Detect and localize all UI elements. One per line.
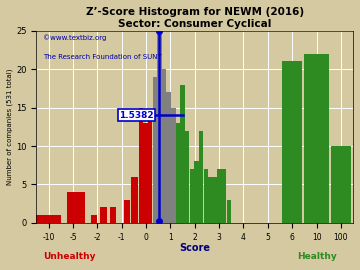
Text: Healthy: Healthy bbox=[297, 252, 337, 261]
Title: Z’-Score Histogram for NEWM (2016)
Sector: Consumer Cyclical: Z’-Score Histogram for NEWM (2016) Secto… bbox=[86, 7, 304, 29]
Bar bbox=[190, 169, 194, 223]
Bar bbox=[331, 146, 351, 223]
Bar bbox=[153, 77, 157, 223]
Bar bbox=[124, 200, 130, 223]
Text: The Research Foundation of SUNY: The Research Foundation of SUNY bbox=[43, 54, 162, 60]
Bar bbox=[157, 31, 162, 223]
Bar bbox=[203, 169, 208, 223]
Bar bbox=[91, 215, 97, 223]
Bar bbox=[185, 131, 189, 223]
Text: ©www.textbiz.org: ©www.textbiz.org bbox=[43, 35, 106, 41]
Bar bbox=[208, 177, 212, 223]
Bar bbox=[171, 107, 176, 223]
Bar bbox=[166, 92, 171, 223]
Bar bbox=[139, 107, 143, 223]
Bar bbox=[162, 69, 166, 223]
Text: Unhealthy: Unhealthy bbox=[43, 252, 95, 261]
Bar bbox=[131, 177, 138, 223]
Bar bbox=[180, 85, 185, 223]
Bar bbox=[199, 131, 203, 223]
Bar bbox=[227, 200, 231, 223]
Bar bbox=[222, 169, 226, 223]
Bar bbox=[148, 115, 152, 223]
Bar bbox=[176, 123, 180, 223]
Bar bbox=[213, 177, 217, 223]
X-axis label: Score: Score bbox=[179, 243, 210, 253]
Bar bbox=[217, 169, 222, 223]
Bar bbox=[109, 208, 116, 223]
Bar bbox=[143, 123, 148, 223]
Bar bbox=[36, 215, 61, 223]
Bar bbox=[304, 54, 329, 223]
Text: 1.5382: 1.5382 bbox=[120, 111, 154, 120]
Y-axis label: Number of companies (531 total): Number of companies (531 total) bbox=[7, 69, 13, 185]
Bar bbox=[283, 62, 302, 223]
Bar bbox=[100, 208, 107, 223]
Bar bbox=[194, 161, 199, 223]
Bar bbox=[67, 192, 85, 223]
